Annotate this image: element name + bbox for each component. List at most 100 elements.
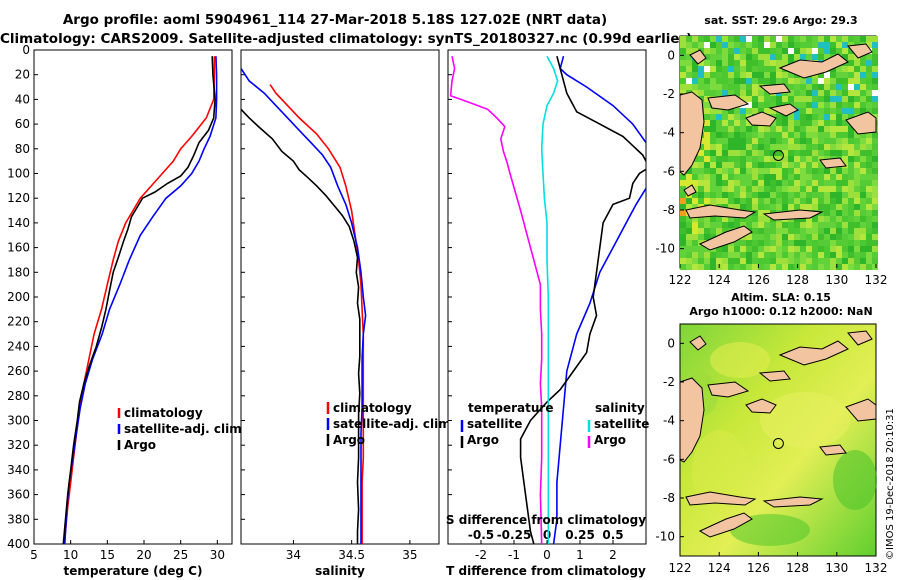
sst-pixel [866,258,872,264]
sst-pixel [794,246,800,252]
sst-pixel [716,252,722,258]
sst-pixel [734,192,740,198]
sst-pixel [710,90,716,96]
sst-pixel [710,180,716,186]
sst-pixel [854,240,860,246]
sst-pixel [758,72,764,78]
sst-pixel [716,174,722,180]
sst-pixel [830,42,836,48]
sst-pixel [704,186,710,192]
sst-pixel [704,168,710,174]
sst-pixel [788,126,794,132]
lon-tick-label: 128 [786,273,809,287]
sst-pixel [770,150,776,156]
sst-pixel [740,78,746,84]
legend-label-satellite: satellite-adj. clim. [124,422,246,436]
sst-pixel [740,114,746,120]
sst-map-axes: 122 124 126 128 130 132 0 -2 -4 -6 -8 -10 [655,48,887,287]
s-diff-tick-label: 0.5 [602,528,623,542]
sst-pixel [812,150,818,156]
sst-pixel [812,168,818,174]
sst-pixel [686,246,692,252]
sst-pixel [782,72,788,78]
sst-pixel [698,144,704,150]
sst-pixel [854,258,860,264]
sst-pixel [770,138,776,144]
sst-pixel [698,162,704,168]
sst-pixel [710,84,716,90]
depth-tick-label: 80 [15,142,30,156]
sst-pixel [836,234,842,240]
sst-pixel [728,42,734,48]
t-diff-tick-label: -1 [508,548,520,562]
sst-pixel [722,252,728,258]
sst-pixel [854,138,860,144]
sst-pixel [776,258,782,264]
sst-pixel [794,156,800,162]
series-line-s-argo [449,56,543,544]
sst-pixel [782,168,788,174]
sst-pixel [836,138,842,144]
sst-pixel [734,204,740,210]
temperature-tick-label: 20 [136,548,151,562]
sst-pixel [728,60,734,66]
sst-pixel [794,162,800,168]
sst-pixel [752,132,758,138]
sst-pixel [728,216,734,222]
sst-pixel [812,258,818,264]
sst-pixel [800,234,806,240]
sst-pixel [824,102,830,108]
sst-pixel [758,42,764,48]
sst-pixel [836,66,842,72]
sst-pixel [818,48,824,54]
sst-pixel [758,126,764,132]
sst-pixel [866,66,872,72]
sst-pixel [800,180,806,186]
sst-pixel [848,186,854,192]
sst-pixel [842,54,848,60]
sst-pixel [740,126,746,132]
sst-pixel [860,96,866,102]
series-line-s-satellite [540,55,559,544]
sst-pixel [866,246,872,252]
sst-pixel [794,192,800,198]
sst-pixel [818,132,824,138]
lat-tick-label: -4 [663,126,675,140]
sst-pixel [722,126,728,132]
sst-pixel [710,198,716,204]
sst-pixel [770,228,776,234]
sst-pixel [782,246,788,252]
sst-pixel [734,126,740,132]
sst-pixel [776,66,782,72]
sst-pixel [812,204,818,210]
sst-pixel [800,168,806,174]
sst-pixel [794,222,800,228]
sst-pixel [710,216,716,222]
sst-pixel [716,180,722,186]
sst-pixel [824,168,830,174]
sst-pixel [782,264,788,270]
sst-pixel [866,216,872,222]
sst-pixel [830,210,836,216]
sst-pixel [866,36,872,42]
sst-pixel [824,234,830,240]
sst-pixel [788,72,794,78]
sst-pixel [848,60,854,66]
sst-pixel [830,48,836,54]
sst-pixel [704,120,710,126]
sst-pixel [818,120,824,126]
sst-pixel [782,126,788,132]
sst-pixel [842,96,848,102]
sst-pixel [710,132,716,138]
sst-pixel [806,132,812,138]
sst-pixel [836,216,842,222]
sst-pixel [782,36,788,42]
sst-pixel [680,228,686,234]
sst-pixel [842,192,848,198]
sst-pixel [740,66,746,72]
sst-pixel [680,240,686,246]
depth-tick-label: 180 [7,265,30,279]
sst-pixel [734,216,740,222]
sst-pixel [746,36,752,42]
sst-pixel [770,120,776,126]
